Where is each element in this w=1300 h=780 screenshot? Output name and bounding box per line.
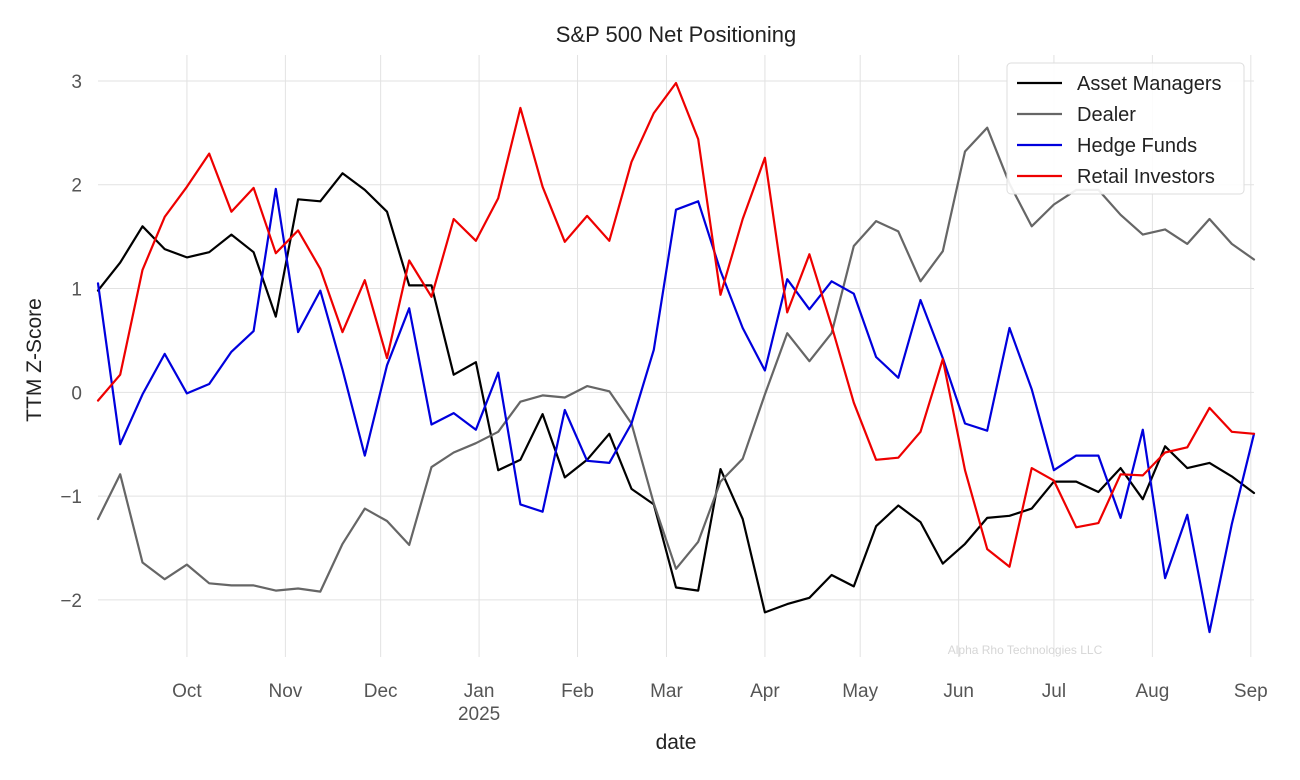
x-tick-year-label: 2025 <box>458 704 500 725</box>
x-tick-label: May <box>842 681 878 702</box>
x-tick-label: Oct <box>172 681 202 702</box>
legend-label-retail-investors: Retail Investors <box>1077 166 1215 188</box>
watermark: Alpha Rho Technologies LLC <box>948 643 1103 657</box>
x-tick-label: Sep <box>1234 681 1268 702</box>
chart-title: S&P 500 Net Positioning <box>556 22 797 47</box>
series-line-retail-investors <box>96 81 1256 568</box>
y-tick-label: 3 <box>71 72 82 93</box>
y-tick-labels: 3 2 1 0 −1 −2 <box>60 72 82 612</box>
y-tick-label: 1 <box>71 280 82 301</box>
x-tick-label: Nov <box>268 681 302 702</box>
x-tick-label: Jun <box>943 681 974 702</box>
legend-label-dealer: Dealer <box>1077 104 1136 126</box>
y-tick-label: −2 <box>60 591 82 612</box>
x-tick-label: Apr <box>750 681 780 702</box>
y-tick-label: −1 <box>60 487 82 508</box>
x-tick-label: Mar <box>650 681 683 702</box>
y-axis-title: TTM Z-Score <box>23 298 46 422</box>
x-tick-label: Aug <box>1135 681 1169 702</box>
series-line-hedge-funds <box>96 187 1256 634</box>
x-tick-label: Dec <box>364 681 398 702</box>
legend-label-asset-managers: Asset Managers <box>1077 73 1222 95</box>
x-tick-label: Feb <box>561 681 594 702</box>
x-axis-title: date <box>656 731 697 754</box>
legend: Asset Managers Dealer Hedge Funds Retail In… <box>1006 62 1245 195</box>
grid-lines <box>98 55 1254 657</box>
x-tick-label: Jul <box>1042 681 1066 702</box>
legend-label-hedge-funds: Hedge Funds <box>1077 135 1197 157</box>
series-line-dealer <box>96 126 1256 593</box>
y-tick-label: 2 <box>71 176 82 197</box>
y-tick-label: 0 <box>71 383 82 404</box>
series-lines <box>96 81 1256 634</box>
x-tick-label: Jan <box>464 681 495 702</box>
legend-box <box>1006 62 1245 195</box>
